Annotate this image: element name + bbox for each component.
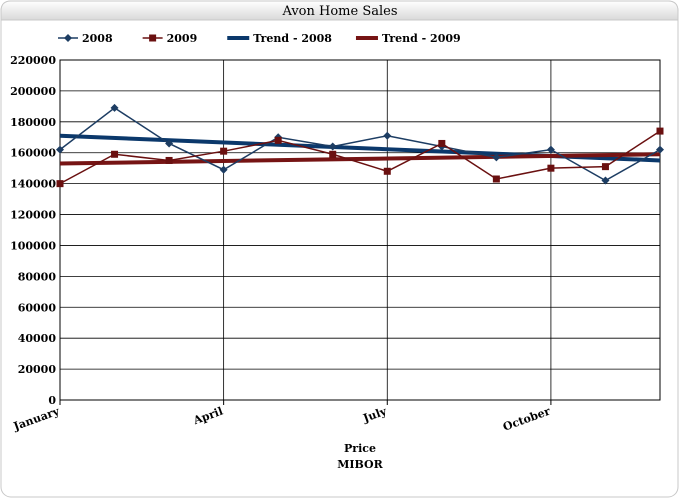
marker (110, 103, 119, 112)
marker (56, 145, 64, 154)
y-tick-label: 120000 (10, 209, 56, 222)
y-tick-label: 140000 (10, 178, 56, 191)
marker (438, 139, 446, 147)
marker (274, 136, 282, 144)
marker (220, 147, 228, 155)
marker (165, 139, 174, 148)
marker (547, 164, 555, 172)
trend-line (59, 152, 661, 166)
marker (329, 150, 337, 158)
marker (383, 167, 391, 175)
marker (111, 150, 119, 158)
marker (64, 34, 72, 42)
y-tick-label: 40000 (18, 332, 57, 345)
legend-label: Trend - 2008 (253, 32, 332, 45)
marker (219, 165, 228, 174)
marker (328, 142, 337, 151)
marker (546, 145, 555, 154)
marker (165, 156, 173, 164)
marker (656, 145, 664, 154)
y-tick-label: 20000 (18, 363, 57, 376)
y-tick-label: 180000 (10, 116, 56, 129)
marker (601, 176, 610, 185)
plot-area (59, 59, 661, 401)
x-axis-label: MIBOR (337, 458, 383, 471)
marker (56, 180, 64, 188)
y-tick-label: 220000 (10, 54, 56, 67)
chart-title: Avon Home Sales (281, 4, 397, 19)
legend-label: 2008 (82, 32, 113, 45)
marker (492, 153, 501, 162)
x-axis-label: Price (344, 442, 376, 455)
legend-label: 2009 (167, 32, 198, 45)
series-line (59, 106, 661, 182)
marker (492, 175, 500, 183)
y-tick-label: 80000 (18, 270, 57, 283)
series-line (59, 130, 661, 185)
legend-label: Trend - 2009 (382, 32, 461, 45)
marker (149, 34, 157, 42)
marker (383, 131, 392, 140)
y-tick-label: 200000 (10, 85, 56, 98)
marker (601, 163, 609, 171)
marker (656, 127, 664, 135)
y-tick-label: 100000 (10, 239, 56, 252)
y-tick-label: 60000 (18, 301, 57, 314)
y-tick-label: 160000 (10, 147, 56, 160)
y-tick-label: 0 (48, 394, 56, 407)
title-bar (0, 0, 679, 21)
